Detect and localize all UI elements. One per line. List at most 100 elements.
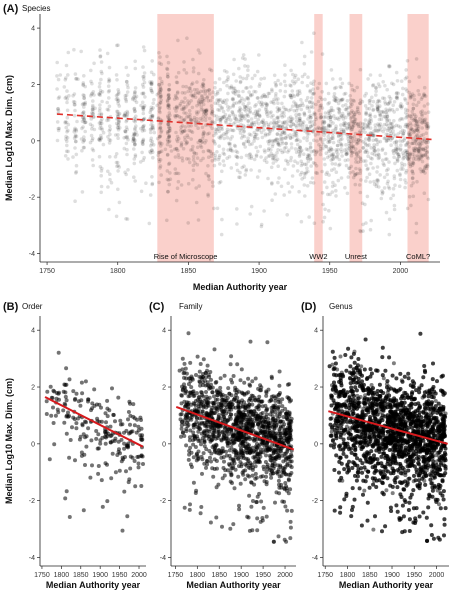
data-point [201, 357, 206, 362]
data-point [63, 120, 68, 124]
data-point [165, 74, 170, 79]
data-point [79, 137, 84, 141]
data-point [367, 138, 372, 143]
data-point [422, 139, 427, 143]
data-point [200, 84, 204, 88]
data-point [158, 150, 162, 154]
data-point [167, 126, 171, 130]
data-point [252, 482, 257, 487]
data-point [198, 51, 202, 55]
data-point [212, 394, 216, 399]
data-point [317, 142, 321, 147]
data-point [308, 88, 313, 93]
data-point [132, 143, 137, 147]
data-point [72, 130, 76, 134]
data-point [248, 417, 253, 422]
data-point [289, 95, 294, 100]
x-tick-label: 2000 [393, 268, 409, 275]
data-point [196, 439, 201, 443]
data-point [307, 131, 311, 136]
data-point [134, 430, 139, 435]
data-point [183, 135, 187, 140]
data-point [271, 100, 275, 104]
data-point [339, 176, 344, 180]
data-point [388, 64, 392, 69]
data-point [411, 181, 416, 185]
data-point [327, 173, 331, 177]
data-point [65, 89, 69, 93]
data-point [247, 153, 252, 157]
data-point [89, 92, 94, 97]
data-point [226, 77, 230, 82]
data-point [401, 86, 405, 91]
data-point [246, 515, 251, 520]
data-point [72, 100, 77, 104]
x-tick-label: 1750 [39, 268, 55, 275]
data-point [204, 390, 208, 394]
data-point [217, 77, 222, 81]
data-point [289, 146, 294, 150]
data-point [225, 83, 229, 88]
data-point [64, 489, 69, 494]
data-point [255, 149, 260, 154]
data-point [243, 468, 248, 473]
data-point [165, 67, 170, 72]
data-point [206, 403, 211, 408]
data-point [369, 119, 374, 123]
data-point [91, 99, 95, 103]
data-point [56, 391, 61, 396]
data-point [426, 156, 430, 161]
data-point [187, 452, 192, 457]
data-point [185, 36, 189, 40]
data-point [305, 106, 310, 110]
data-point [140, 100, 145, 105]
data-point [377, 99, 382, 104]
data-point [392, 203, 397, 208]
data-point [339, 113, 344, 118]
data-point [184, 84, 188, 89]
data-point [281, 136, 285, 141]
data-point [139, 418, 143, 422]
data-point [248, 106, 252, 110]
data-point [150, 142, 154, 146]
data-point [322, 180, 327, 184]
data-point [225, 98, 229, 102]
data-point [211, 90, 215, 94]
data-point [243, 477, 248, 482]
y-tick-label: -4 [29, 555, 35, 562]
data-point [125, 514, 130, 519]
data-point [188, 360, 193, 365]
data-point [291, 122, 296, 127]
data-point [339, 123, 343, 127]
data-point [168, 144, 173, 148]
data-point [243, 57, 247, 61]
data-point [215, 91, 220, 96]
data-point [72, 102, 77, 107]
data-point [258, 454, 263, 459]
data-point [377, 124, 381, 128]
data-point [252, 89, 256, 94]
data-point [82, 118, 86, 123]
data-point [89, 408, 93, 413]
data-point [283, 89, 288, 94]
data-point [233, 89, 238, 93]
data-point [239, 455, 244, 460]
data-point [268, 138, 272, 143]
data-point [109, 180, 114, 185]
data-point [422, 85, 427, 90]
data-point [211, 474, 216, 479]
data-point [305, 126, 310, 131]
data-point [179, 141, 184, 145]
data-point [286, 455, 291, 459]
data-point [377, 123, 381, 127]
data-point [269, 475, 274, 480]
data-point [84, 444, 89, 449]
data-point [218, 180, 223, 184]
data-point [275, 140, 280, 145]
data-point [315, 139, 319, 143]
data-point [249, 85, 253, 89]
data-point [280, 404, 285, 409]
data-point [185, 157, 189, 161]
data-point [206, 436, 211, 441]
